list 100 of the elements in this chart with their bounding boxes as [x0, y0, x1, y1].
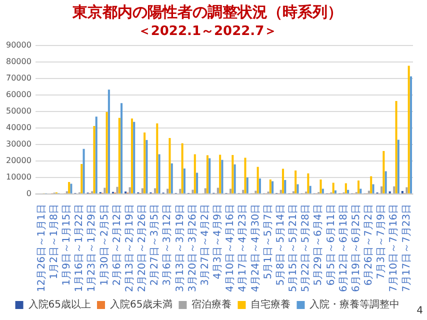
- x-tick-label: 12月26日～1月1日: [36, 204, 48, 292]
- x-tick-label: 6月19日～6月25日: [350, 204, 362, 292]
- bar: [256, 166, 259, 194]
- bar: [133, 122, 136, 194]
- x-tick-label: 6月26日～7月2日: [364, 204, 375, 286]
- y-tick-label: 40000: [6, 123, 32, 132]
- legend-label: 入院65歳以上: [28, 298, 92, 311]
- bar: [179, 188, 182, 194]
- bar: [410, 76, 412, 194]
- text: 4: [416, 306, 423, 317]
- bar: [168, 138, 171, 194]
- y-tick-label: 10000: [6, 172, 32, 182]
- bar: [192, 190, 194, 194]
- x-tick-label: 1月2日～1月8日: [48, 204, 60, 280]
- y-tick-label: 0: [26, 188, 32, 198]
- bar: [258, 178, 261, 194]
- bar: [320, 180, 322, 194]
- bar: [284, 180, 286, 194]
- bar: [216, 188, 219, 194]
- legend-label: 宿泊療養: [192, 298, 232, 311]
- bar: [282, 168, 284, 194]
- bar: [120, 103, 123, 194]
- x-tick-label: 4月17日～4月23日: [238, 204, 249, 292]
- bar: [242, 190, 244, 194]
- bar: [106, 112, 108, 194]
- x-tick-label: 3月13日～3月19日: [174, 204, 186, 292]
- y-tick-label: 50000: [6, 106, 32, 116]
- bar: [382, 151, 385, 194]
- bar: [395, 100, 398, 194]
- bar: [332, 182, 334, 194]
- x-tick-label: 2月27日～3月5日: [150, 204, 161, 286]
- bar: [221, 160, 224, 194]
- bar: [380, 186, 383, 194]
- bar: [130, 118, 133, 194]
- x-tick-label: 1月23日～1月29日: [86, 204, 98, 292]
- x-tick-label: 4月10日～4月16日: [225, 204, 236, 292]
- bar: [334, 190, 336, 194]
- bar: [156, 123, 158, 194]
- x-tick-label: 2月6日～2月12日: [112, 204, 123, 286]
- bar: [357, 180, 360, 194]
- chart-title: 東京都内の陽性者の調整状況（時系列）: [72, 2, 342, 21]
- y-tick-label: 70000: [6, 74, 32, 83]
- bar: [322, 188, 324, 194]
- x-tick-label: 5月29日～6月4日: [313, 204, 324, 286]
- bar: [406, 187, 408, 194]
- bar: [370, 176, 372, 194]
- bar: [368, 190, 370, 194]
- x-tick-label: 5月15日～5月21日: [288, 204, 300, 292]
- bar: [80, 164, 83, 194]
- x-tick-label: 1月30日～2月5日: [99, 204, 110, 286]
- bar: [280, 190, 282, 194]
- bar: [95, 116, 98, 194]
- bar: [146, 140, 148, 194]
- x-tick-label: 5月8日～5月14日: [275, 204, 286, 286]
- bar: [246, 178, 248, 194]
- bar: [116, 186, 118, 194]
- bar: [408, 66, 410, 194]
- x-tick-label: 4月3日～4月9日: [212, 204, 224, 280]
- bar: [244, 158, 246, 194]
- bar: [347, 190, 350, 194]
- x-tick-label: 5月22日～5月28日: [300, 204, 312, 292]
- bar: [393, 186, 396, 194]
- y-tick-label: 80000: [6, 57, 32, 66]
- bar: [372, 184, 374, 194]
- bar: [144, 132, 146, 194]
- x-tick-label: 2月13日～2月19日: [124, 204, 136, 292]
- bar: [294, 170, 297, 194]
- legend-label: 入院65歳未満: [110, 298, 173, 311]
- bar: [154, 188, 156, 194]
- x-tick-label: 1月16日～1月22日: [74, 204, 86, 292]
- bar: [307, 173, 310, 194]
- bar: [206, 155, 209, 194]
- bar: [208, 158, 211, 194]
- bar: [204, 188, 206, 194]
- bar: [108, 90, 110, 194]
- bar: [272, 181, 274, 194]
- y-tick-label: 60000: [6, 90, 32, 100]
- x-tick-label: 2月20日～2月26日: [137, 204, 148, 292]
- bar: [141, 188, 144, 194]
- bar: [104, 188, 106, 194]
- bar: [397, 140, 400, 194]
- bar: [82, 148, 85, 194]
- y-tick-label: 90000: [6, 40, 32, 50]
- x-tick-label: 7月3日～7月9日: [376, 204, 388, 280]
- bar: [309, 186, 312, 194]
- x-tick-label: 4月24日～4月30日: [250, 204, 262, 292]
- x-tick-label: 3月6日～3月12日: [162, 204, 174, 286]
- y-tick-label: 30000: [6, 139, 32, 148]
- bar: [296, 184, 299, 194]
- x-tick-label: 3月27日～4月2日: [200, 204, 211, 286]
- bar: [384, 171, 387, 194]
- y-tick-label: 20000: [6, 156, 32, 165]
- bar: [183, 168, 186, 194]
- x-tick-label: 1月9日～1月15日: [62, 204, 73, 286]
- bar: [93, 126, 96, 194]
- bar: [118, 118, 120, 194]
- bar: [269, 180, 272, 194]
- bar: [254, 190, 257, 194]
- chart-subtitle: ＜2022.1～2022.7＞: [138, 24, 278, 40]
- bar: [196, 172, 198, 194]
